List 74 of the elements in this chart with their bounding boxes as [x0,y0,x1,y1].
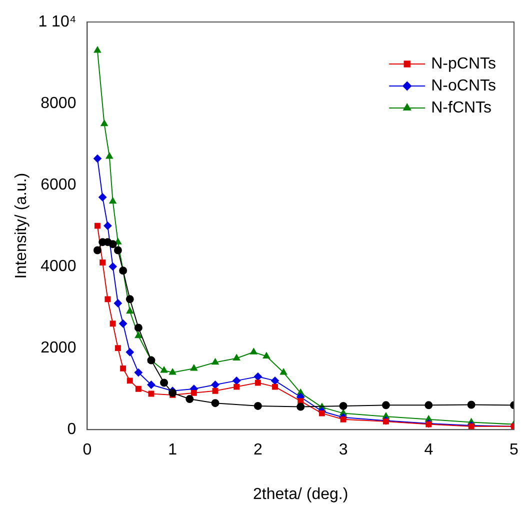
point [98,193,107,202]
point [318,410,325,416]
point [114,246,122,254]
point [126,295,134,304]
point [254,380,261,386]
point [134,368,142,377]
point [212,388,218,394]
x-tick-label: 3 [338,442,348,459]
point [271,376,279,385]
point [94,46,101,53]
point [254,402,262,410]
point [234,384,240,390]
point [272,384,278,390]
y-tick-label: 8000 [40,94,76,112]
x-axis-title: 2theta/ (deg.) [253,486,348,503]
point [296,402,305,411]
point [108,240,117,248]
point [340,416,346,422]
point [212,358,219,365]
point [126,307,134,314]
point [147,380,156,389]
point [424,401,433,410]
y-tick-label: 4000 [40,258,76,275]
point [134,324,142,332]
point [114,345,121,352]
y-tick-label: 6000 [40,176,76,194]
point [254,372,262,381]
point [190,364,198,371]
point [211,399,220,408]
point [126,378,133,384]
x-tick-label: 2 [253,442,262,459]
point [100,120,108,126]
point [135,386,142,392]
x-tick-label: 4 [424,442,434,459]
point [169,368,176,375]
point [280,368,288,375]
point [93,246,102,254]
point [108,262,117,271]
point [211,380,220,389]
point [109,197,116,204]
point [382,401,390,410]
point [298,398,304,404]
y-tick-label: 2000 [40,339,76,356]
point [134,332,142,338]
x-tick-label: 0 [82,442,92,459]
point [94,222,100,229]
point [190,390,197,396]
point [160,366,168,373]
y-tick-label: 1 10⁴ [38,13,76,30]
legend-label: N-pCNTs [431,55,496,72]
point [120,365,126,372]
legend-label: N-oCNTs [431,77,496,94]
point [339,402,348,410]
point [186,395,194,404]
legend-label: N-fCNTs [431,99,492,116]
point [126,348,134,356]
point [104,296,111,302]
point [467,400,476,409]
x-tick-label: 5 [510,442,519,459]
point [160,378,168,387]
point [250,348,258,354]
point [233,354,240,361]
point [114,299,122,308]
y-tick-label: 0 [67,421,76,438]
point [232,376,241,385]
x-tick-label: 1 [168,442,178,459]
y-axis-title: Intensity/ (a.u.) [13,172,30,279]
point [106,152,113,159]
point [262,352,270,358]
point [100,260,106,266]
point [110,320,116,327]
point [93,154,102,163]
point [119,320,128,328]
point [104,222,112,230]
